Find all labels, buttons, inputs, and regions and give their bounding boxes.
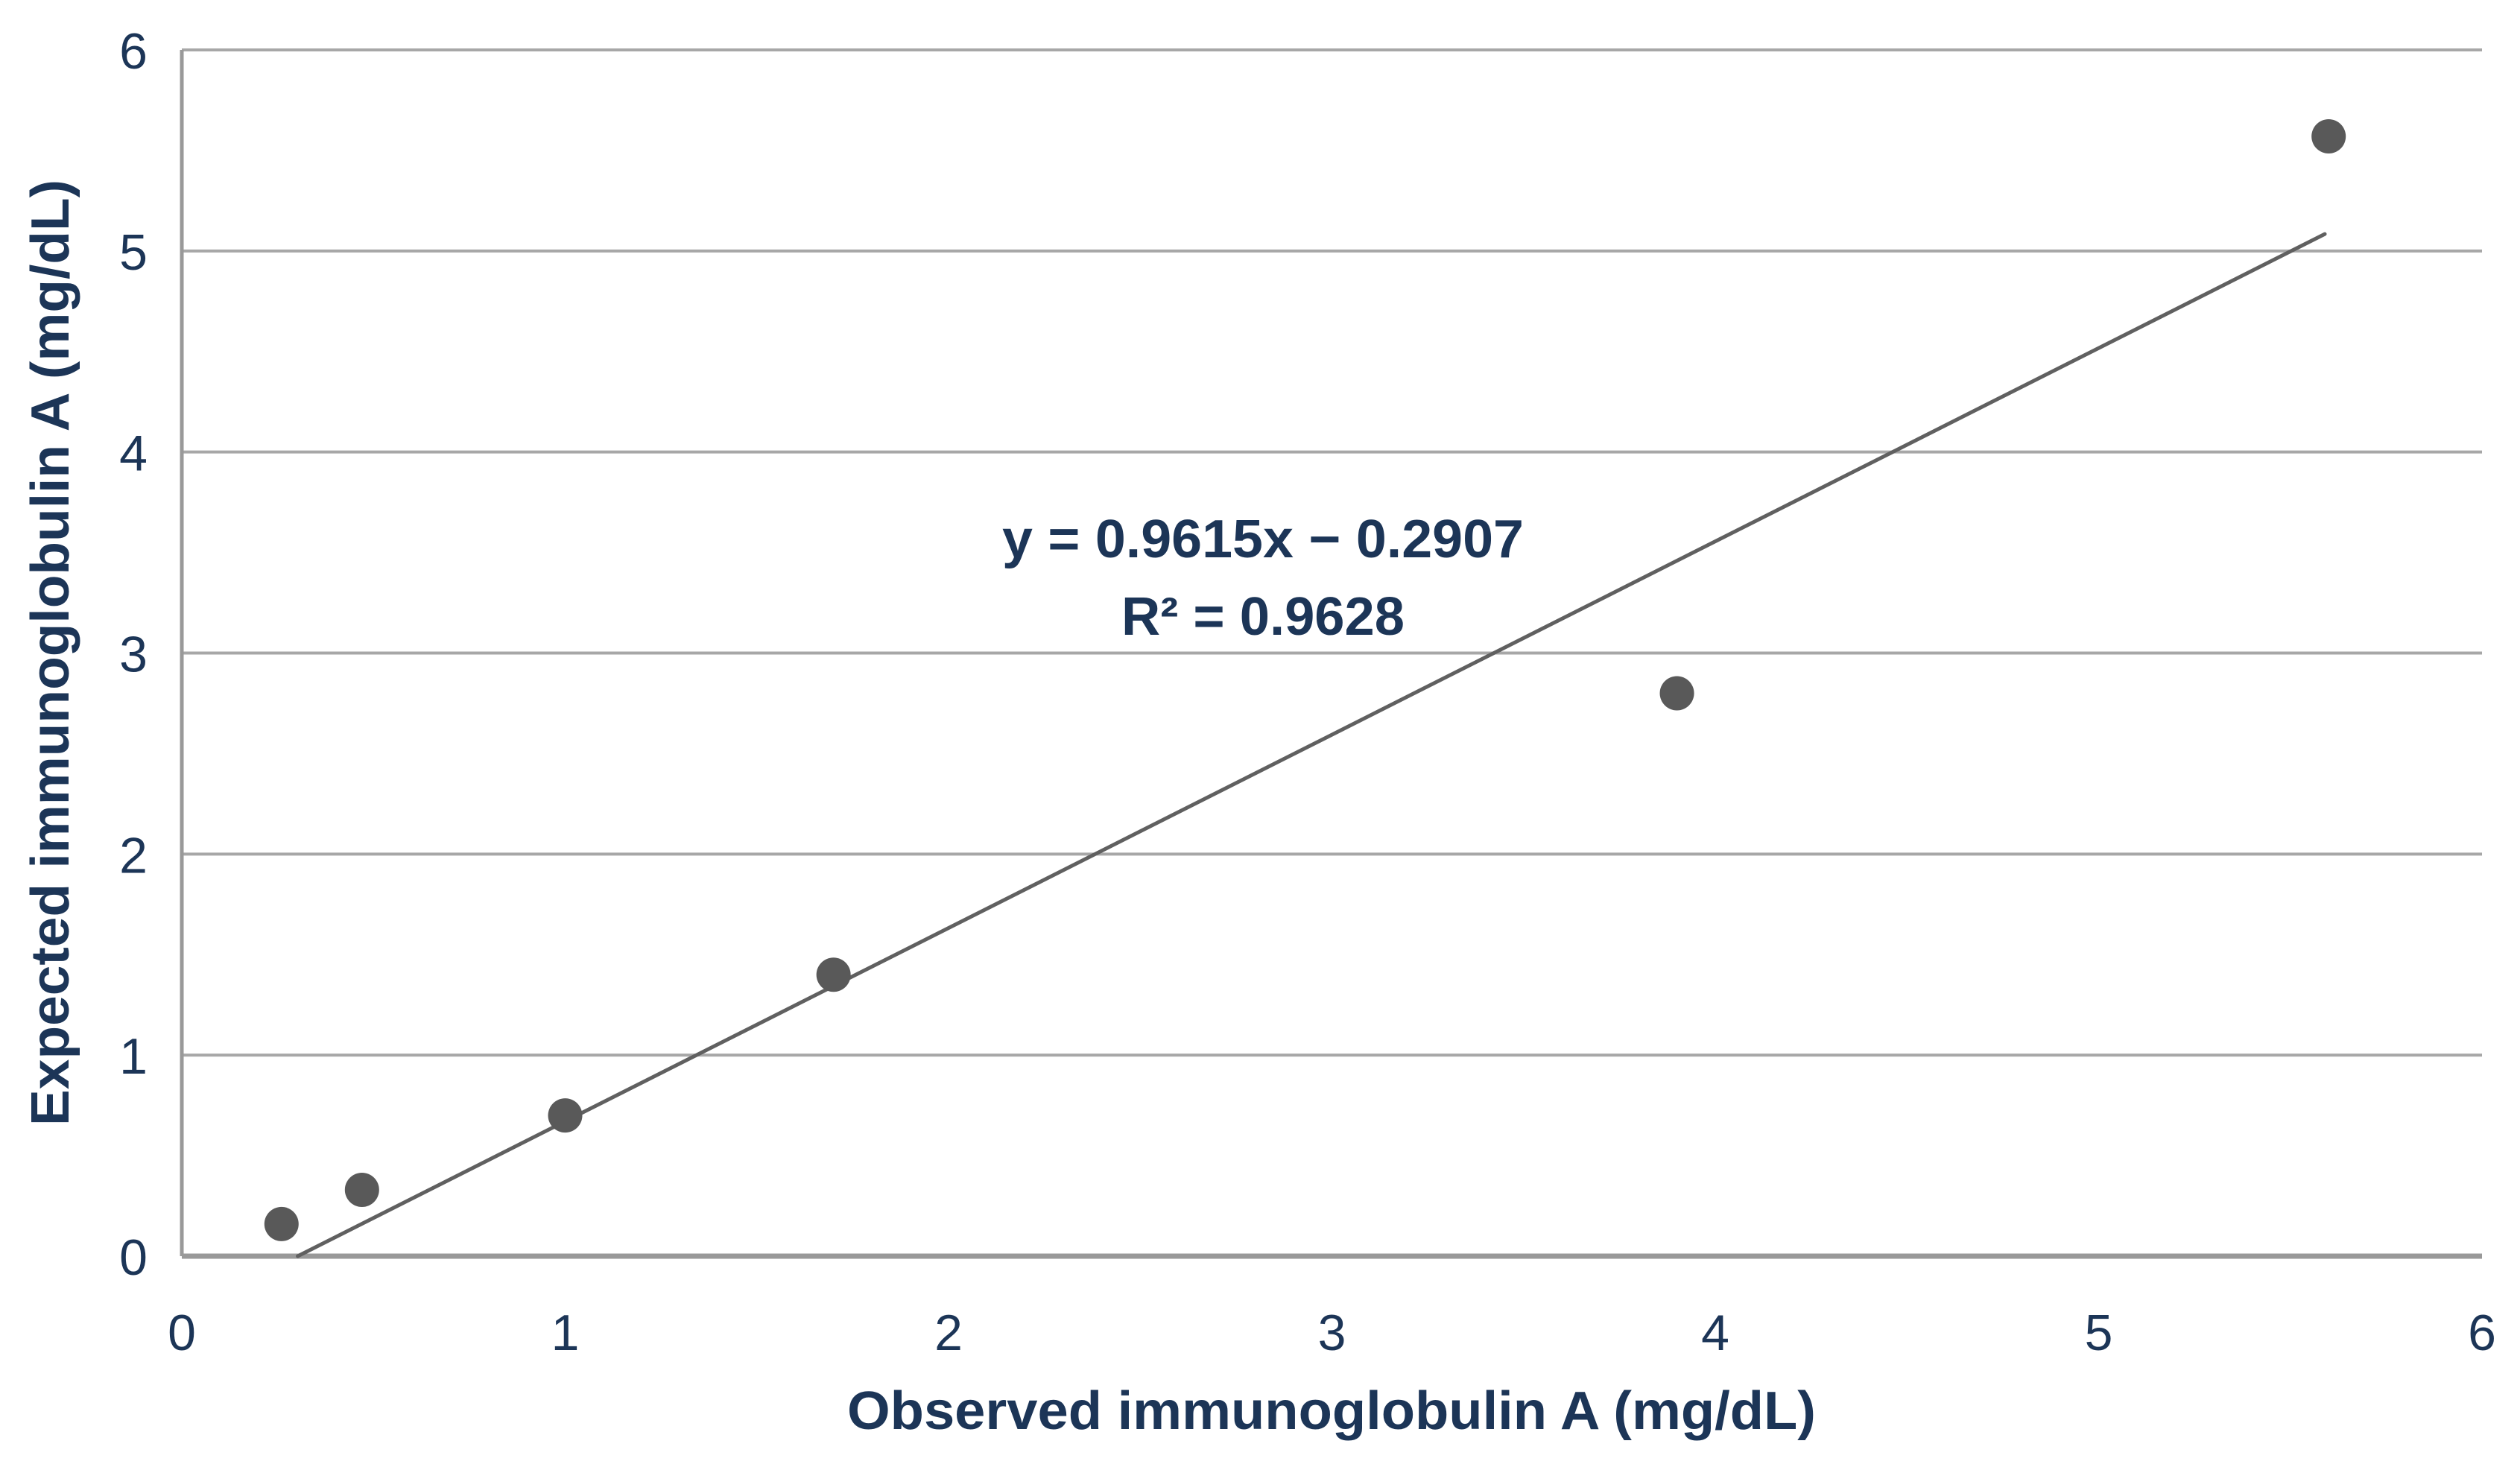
- x-tick-label-5: 5: [2085, 1305, 2113, 1361]
- y-tick-label-1: 1: [119, 1028, 148, 1085]
- data-points: [264, 119, 2346, 1241]
- y-axis-title: Expected immunoglobulin A (mg/dL): [21, 180, 80, 1126]
- data-point: [2311, 119, 2346, 154]
- x-tick-label-0: 0: [168, 1305, 196, 1361]
- gridlines: [182, 48, 2482, 1057]
- y-tick-label-4: 4: [119, 425, 148, 482]
- trendline-equation-label: y = 0.9615x − 0.2907: [1002, 510, 1524, 569]
- x-axis-title: Observed immunoglobulin A (mg/dL): [847, 1381, 1816, 1441]
- y-tick-label-2: 2: [119, 827, 148, 884]
- x-axis-tick-labels: 0 1 2 3 4 5 6: [168, 1305, 2496, 1361]
- axis-lines: [180, 50, 2482, 1259]
- y-tick-label-0: 0: [119, 1229, 148, 1286]
- x-tick-label-2: 2: [934, 1305, 963, 1361]
- x-tick-label-1: 1: [551, 1305, 580, 1361]
- x-tick-label-4: 4: [1701, 1305, 1729, 1361]
- trendline: [296, 232, 2327, 1258]
- r-squared-label: R² = 0.9628: [1121, 587, 1405, 647]
- y-tick-label-5: 5: [119, 224, 148, 281]
- x-tick-label-3: 3: [1318, 1305, 1346, 1361]
- x-tick-label-6: 6: [2468, 1305, 2496, 1361]
- y-tick-label-6: 6: [119, 23, 148, 80]
- y-tick-label-3: 3: [119, 627, 148, 683]
- data-point: [264, 1206, 299, 1241]
- data-point: [816, 957, 851, 992]
- data-point: [1659, 676, 1694, 711]
- y-axis-tick-labels: 0 1 2 3 4 5 6: [119, 23, 148, 1286]
- data-point: [548, 1098, 583, 1133]
- data-point: [344, 1172, 379, 1207]
